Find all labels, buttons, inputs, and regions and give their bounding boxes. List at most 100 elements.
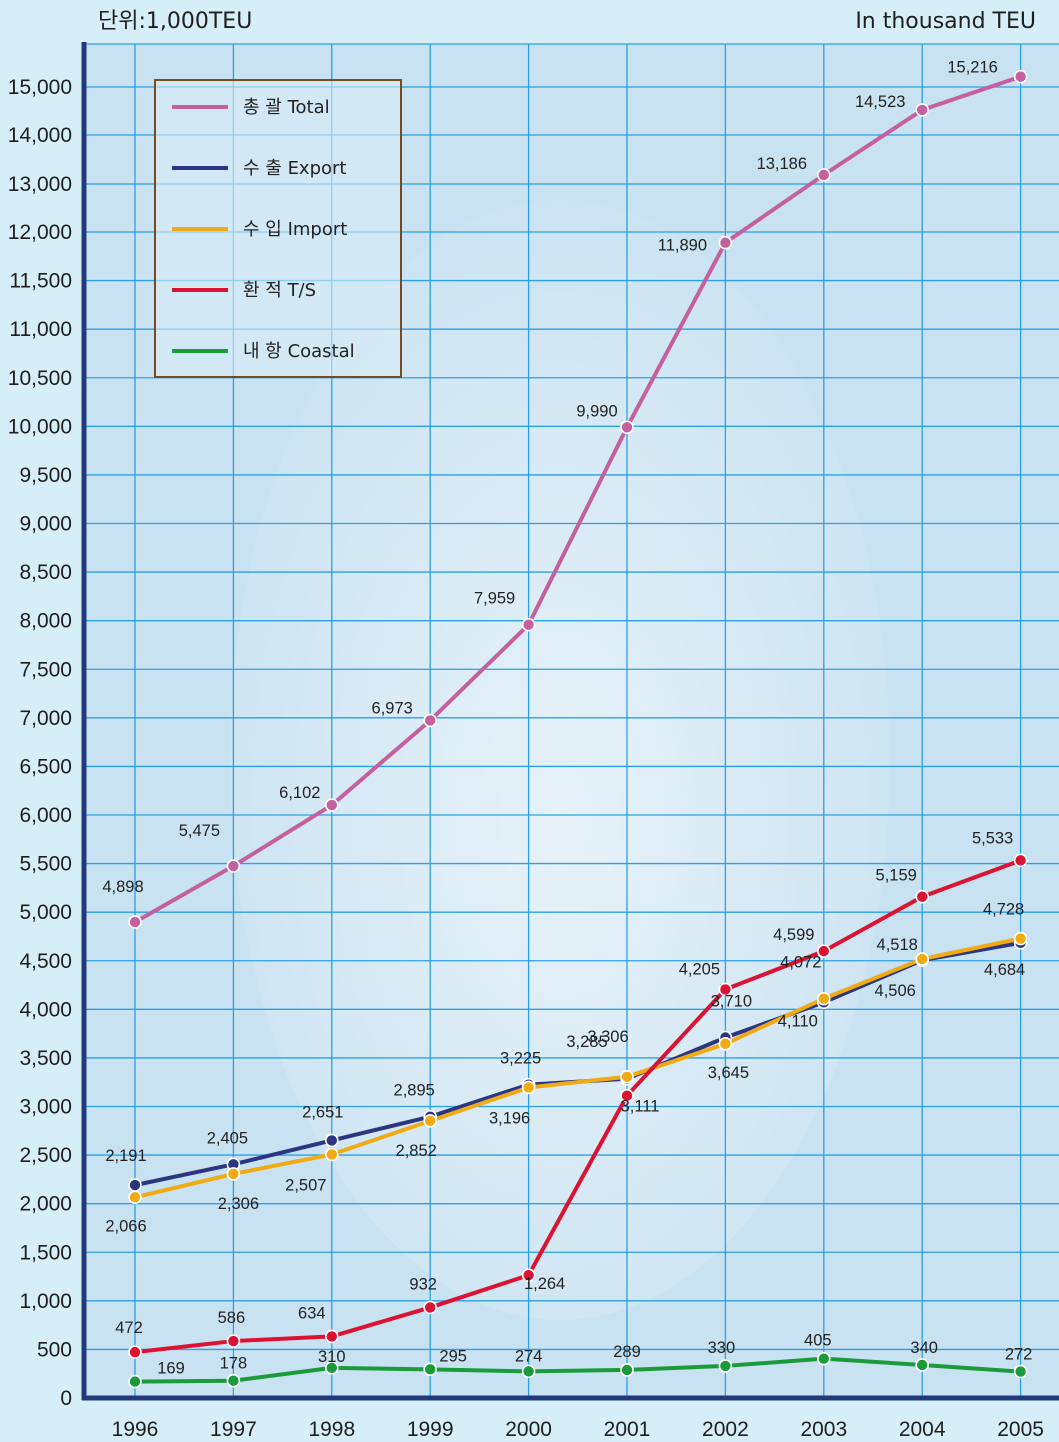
y-tick-label: 2,000 — [19, 1193, 72, 1216]
data-point-import — [816, 991, 831, 1006]
data-label-export: 4,072 — [780, 953, 821, 971]
data-point-ts — [816, 944, 831, 958]
data-label-ts: 4,599 — [773, 926, 814, 944]
legend-label-ts: 환 적 T/S — [243, 280, 316, 301]
y-tick-label: 14,000 — [8, 124, 72, 147]
data-label-ts: 634 — [298, 1304, 326, 1322]
y-tick-label: 11,000 — [9, 318, 72, 341]
data-point-export — [324, 1133, 339, 1148]
y-tick-label: 13,000 — [8, 173, 72, 196]
series-line-import — [134, 936, 1022, 1200]
data-point-total — [915, 103, 930, 117]
data-point-total — [816, 168, 831, 182]
data-point-coastal — [128, 1374, 142, 1389]
data-point-coastal — [620, 1363, 634, 1377]
data-label-import: 3,306 — [587, 1028, 628, 1046]
data-label-coastal: 289 — [613, 1343, 641, 1361]
data-label-export: 3,710 — [711, 993, 752, 1011]
data-label-total: 11,890 — [658, 237, 707, 255]
legend-label-import: 수 입 Import — [243, 219, 347, 240]
data-label-export: 3,285 — [566, 1033, 607, 1051]
data-labels: 4,898 5,475 6,102 6,973 7,959 9,990 11,890 13,1… — [102, 59, 1032, 1378]
data-label-export: 2,651 — [302, 1103, 343, 1121]
series-group — [128, 69, 1028, 1389]
y-tick-label: 9,500 — [19, 464, 72, 487]
data-label-coastal: 295 — [439, 1347, 467, 1365]
data-label-export: 2,895 — [394, 1082, 435, 1100]
data-point-total — [521, 617, 536, 632]
data-label-export: 4,506 — [875, 982, 916, 1000]
data-label-export: 3,225 — [500, 1050, 541, 1068]
x-tick-label: 1997 — [210, 1418, 257, 1441]
y-tick-label: 7,000 — [19, 707, 72, 730]
y-tick-label: 2,500 — [19, 1144, 72, 1167]
data-point-import — [915, 952, 930, 966]
data-label-total: 9,990 — [576, 402, 617, 420]
data-label-export: 2,191 — [105, 1147, 146, 1165]
y-tick-label: 12,000 — [8, 221, 72, 244]
y-tick-label: 5,500 — [19, 853, 72, 876]
data-label-import: 2,066 — [105, 1217, 146, 1235]
x-tick-label: 2002 — [702, 1418, 749, 1441]
data-label-ts: 932 — [409, 1275, 437, 1293]
data-label-import: 4,518 — [877, 936, 918, 954]
series-line-ts — [134, 858, 1022, 1355]
y-tick-label: 4,000 — [19, 998, 72, 1021]
y-tick-label: 1,500 — [19, 1241, 72, 1264]
data-point-ts — [521, 1268, 536, 1282]
y-tick-label: 0 — [60, 1387, 72, 1410]
data-label-total: 7,959 — [474, 590, 515, 608]
unit-label-left: 단위:1,000TEU — [98, 9, 252, 34]
data-label-ts: 5,159 — [876, 867, 917, 885]
x-tick-label: 2005 — [997, 1418, 1044, 1441]
x-tick-label: 2003 — [800, 1418, 847, 1441]
data-label-coastal: 169 — [157, 1360, 185, 1378]
legend-label-export: 수 출 Export — [243, 158, 347, 179]
data-label-import: 2,306 — [218, 1195, 259, 1213]
y-tick-label: 10,000 — [8, 415, 72, 438]
y-tick-label: 15,000 — [8, 76, 72, 99]
data-point-total — [226, 859, 241, 873]
data-point-coastal — [1013, 1364, 1028, 1379]
data-point-ts — [128, 1345, 142, 1359]
data-label-total: 15,216 — [947, 59, 997, 77]
data-point-ts — [324, 1329, 339, 1344]
y-tick-label: 5,000 — [19, 901, 72, 924]
x-tick-label: 2004 — [899, 1418, 946, 1441]
data-label-coastal: 310 — [318, 1348, 346, 1366]
data-point-ts — [620, 1088, 634, 1103]
data-point-ts — [423, 1300, 438, 1315]
legend-label-coastal: 내 항 Coastal — [243, 341, 355, 362]
data-point-import — [128, 1190, 142, 1205]
data-point-import — [521, 1080, 536, 1095]
y-tick-label: 11,500 — [9, 270, 72, 293]
y-tick-label: 7,500 — [19, 658, 72, 681]
data-label-ts: 472 — [115, 1319, 143, 1337]
series-line-total — [134, 74, 1022, 924]
data-label-export: 4,684 — [984, 961, 1025, 979]
data-label-total: 6,973 — [372, 699, 413, 717]
y-tick-label: 6,000 — [19, 804, 72, 827]
data-point-coastal — [521, 1364, 536, 1379]
data-label-import: 3,645 — [708, 1064, 749, 1082]
data-point-import — [1013, 931, 1028, 946]
data-label-export: 2,405 — [207, 1129, 248, 1147]
y-tick-label: 9,000 — [19, 513, 72, 536]
data-label-coastal: 178 — [220, 1355, 248, 1373]
y-tick-label: 8,000 — [19, 610, 72, 633]
series-line-coastal — [134, 1356, 1021, 1384]
y-tick-label: 1,000 — [19, 1290, 72, 1313]
data-point-coastal — [915, 1358, 930, 1372]
data-point-import — [620, 1069, 634, 1084]
data-label-coastal: 274 — [515, 1347, 543, 1365]
x-tick-label: 2000 — [505, 1418, 552, 1441]
data-label-ts: 586 — [218, 1309, 246, 1327]
y-tick-label: 3,500 — [19, 1047, 72, 1070]
y-tick-label: 8,500 — [19, 561, 72, 584]
data-point-coastal — [816, 1351, 831, 1366]
data-label-import: 4,728 — [983, 901, 1024, 919]
data-point-coastal — [718, 1359, 733, 1373]
data-point-import — [226, 1167, 241, 1181]
data-point-coastal — [423, 1362, 438, 1377]
